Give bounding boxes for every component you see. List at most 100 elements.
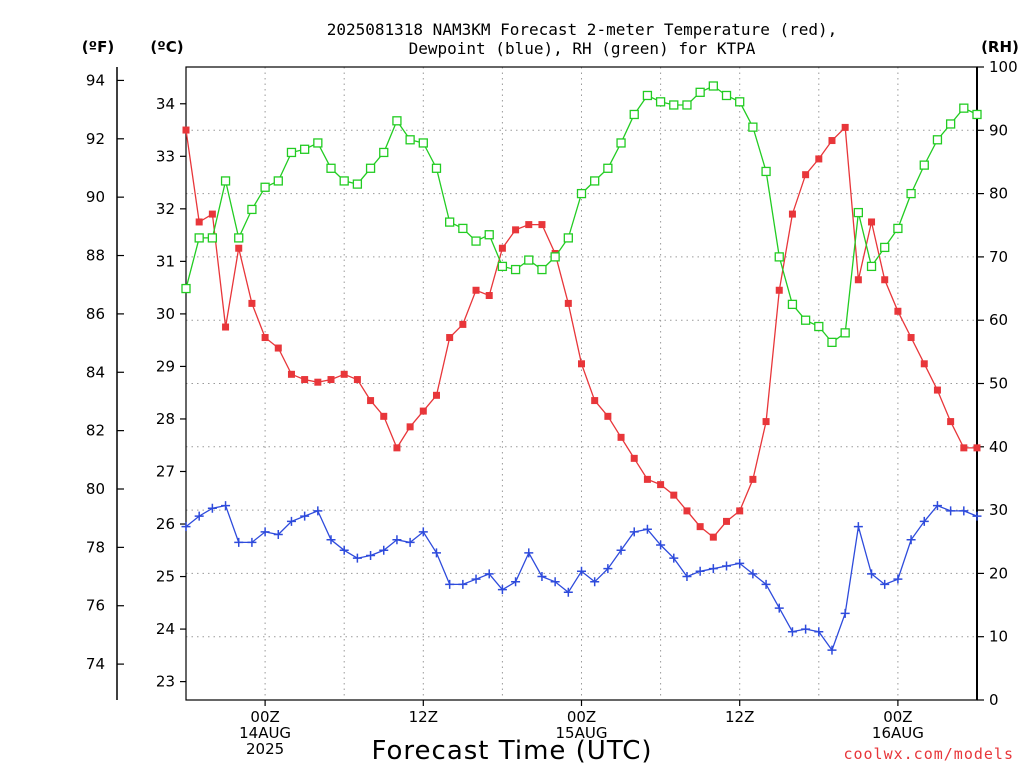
- celsius-tick-label: 32: [156, 200, 175, 218]
- data-point: [497, 261, 508, 272]
- data-point: [748, 122, 758, 132]
- data-point: [907, 334, 915, 342]
- data-point: [919, 516, 929, 526]
- data-point: [657, 481, 665, 489]
- data-point: [762, 418, 770, 426]
- data-point: [247, 204, 257, 215]
- data-point: [366, 551, 376, 561]
- data-point: [194, 233, 204, 243]
- data-point: [419, 407, 427, 415]
- data-point: [497, 585, 507, 595]
- data-point: [261, 334, 269, 342]
- data-point: [894, 307, 902, 315]
- data-point: [603, 564, 613, 574]
- data-point: [881, 276, 889, 284]
- data-point: [630, 454, 638, 462]
- axes: 23 24 25 26 27 28 29 30 31 32 33 34 74 76 78 80 82 84 86 88…: [86, 58, 1018, 709]
- data-point: [220, 176, 231, 186]
- data-point: [195, 218, 203, 226]
- data-point: [972, 511, 982, 521]
- celsius-tick-label: 30: [156, 305, 175, 323]
- data-point: [655, 97, 666, 107]
- data-point: [932, 501, 942, 511]
- data-point: [313, 138, 323, 148]
- data-point: [695, 87, 705, 97]
- data-point: [498, 244, 506, 252]
- fahrenheit-tick-label: 76: [86, 597, 105, 615]
- data-point: [418, 527, 428, 537]
- x-tick-label: 00Z: [883, 708, 912, 726]
- data-point: [721, 90, 732, 101]
- data-point: [972, 109, 982, 120]
- data-point: [669, 100, 679, 110]
- data-point: [578, 360, 585, 368]
- rh-tick-label: 60: [989, 311, 1008, 329]
- x-tick-label: 12Z: [409, 708, 438, 726]
- data-point: [194, 511, 204, 521]
- data-point: [379, 147, 389, 158]
- data-point: [512, 226, 520, 234]
- data-point: [749, 475, 757, 483]
- data-point: [287, 370, 295, 378]
- data-point: [537, 264, 547, 275]
- data-point: [485, 292, 493, 300]
- series-dewpoint: [181, 501, 982, 655]
- x-tick-label: 15AUG: [556, 724, 608, 742]
- data-point: [656, 540, 666, 550]
- fahrenheit-tick-label: 94: [86, 71, 105, 89]
- data-point: [208, 210, 216, 218]
- celsius-tick-label: 31: [156, 252, 175, 270]
- rh-tick-label: 90: [989, 121, 1008, 139]
- fahrenheit-tick-label: 88: [86, 247, 105, 265]
- data-point: [590, 577, 600, 587]
- data-point: [828, 137, 836, 145]
- data-point: [405, 135, 415, 145]
- data-point: [802, 171, 810, 179]
- x-tick-label: 00Z: [250, 708, 279, 726]
- data-point: [563, 233, 573, 243]
- data-point: [722, 561, 732, 571]
- data-point: [510, 264, 521, 275]
- data-point: [761, 579, 771, 589]
- celsius-unit-label: (ºC): [150, 38, 183, 56]
- data-point: [524, 255, 534, 265]
- fahrenheit-unit-label: (ºF): [82, 38, 114, 56]
- data-point: [945, 119, 956, 129]
- data-point: [300, 511, 310, 521]
- data-point: [827, 337, 837, 348]
- series-rh: [181, 81, 982, 348]
- data-point: [459, 320, 467, 328]
- data-point: [339, 176, 349, 186]
- celsius-tick-label: 29: [156, 357, 175, 375]
- data-point: [932, 135, 943, 145]
- data-point: [787, 299, 798, 310]
- data-point: [853, 522, 863, 532]
- data-point: [815, 155, 823, 163]
- data-point: [299, 144, 310, 154]
- data-point: [800, 315, 811, 325]
- x-axis-title: Forecast Time (UTC): [371, 736, 652, 766]
- data-point: [393, 444, 401, 452]
- data-point: [445, 217, 455, 227]
- data-point: [841, 123, 849, 131]
- rh-tick-label: 10: [989, 628, 1008, 646]
- rh-tick-label: 80: [989, 185, 1008, 203]
- fahrenheit-tick-label: 82: [86, 422, 105, 440]
- x-tick-label: 00Z: [567, 708, 596, 726]
- data-point: [301, 376, 309, 384]
- data-point: [774, 252, 784, 262]
- fahrenheit-tick-label: 78: [86, 538, 105, 556]
- data-point: [207, 503, 217, 513]
- data-point: [906, 188, 916, 199]
- data-point: [933, 386, 941, 394]
- x-tick-label: 12Z: [725, 708, 754, 726]
- data-point: [418, 138, 428, 148]
- data-point: [286, 147, 297, 158]
- data-point: [234, 537, 244, 547]
- data-point: [352, 553, 362, 563]
- data-point: [959, 103, 969, 113]
- data-point: [868, 218, 876, 226]
- data-point: [471, 236, 481, 246]
- data-point: [736, 507, 744, 515]
- data-point: [577, 566, 586, 576]
